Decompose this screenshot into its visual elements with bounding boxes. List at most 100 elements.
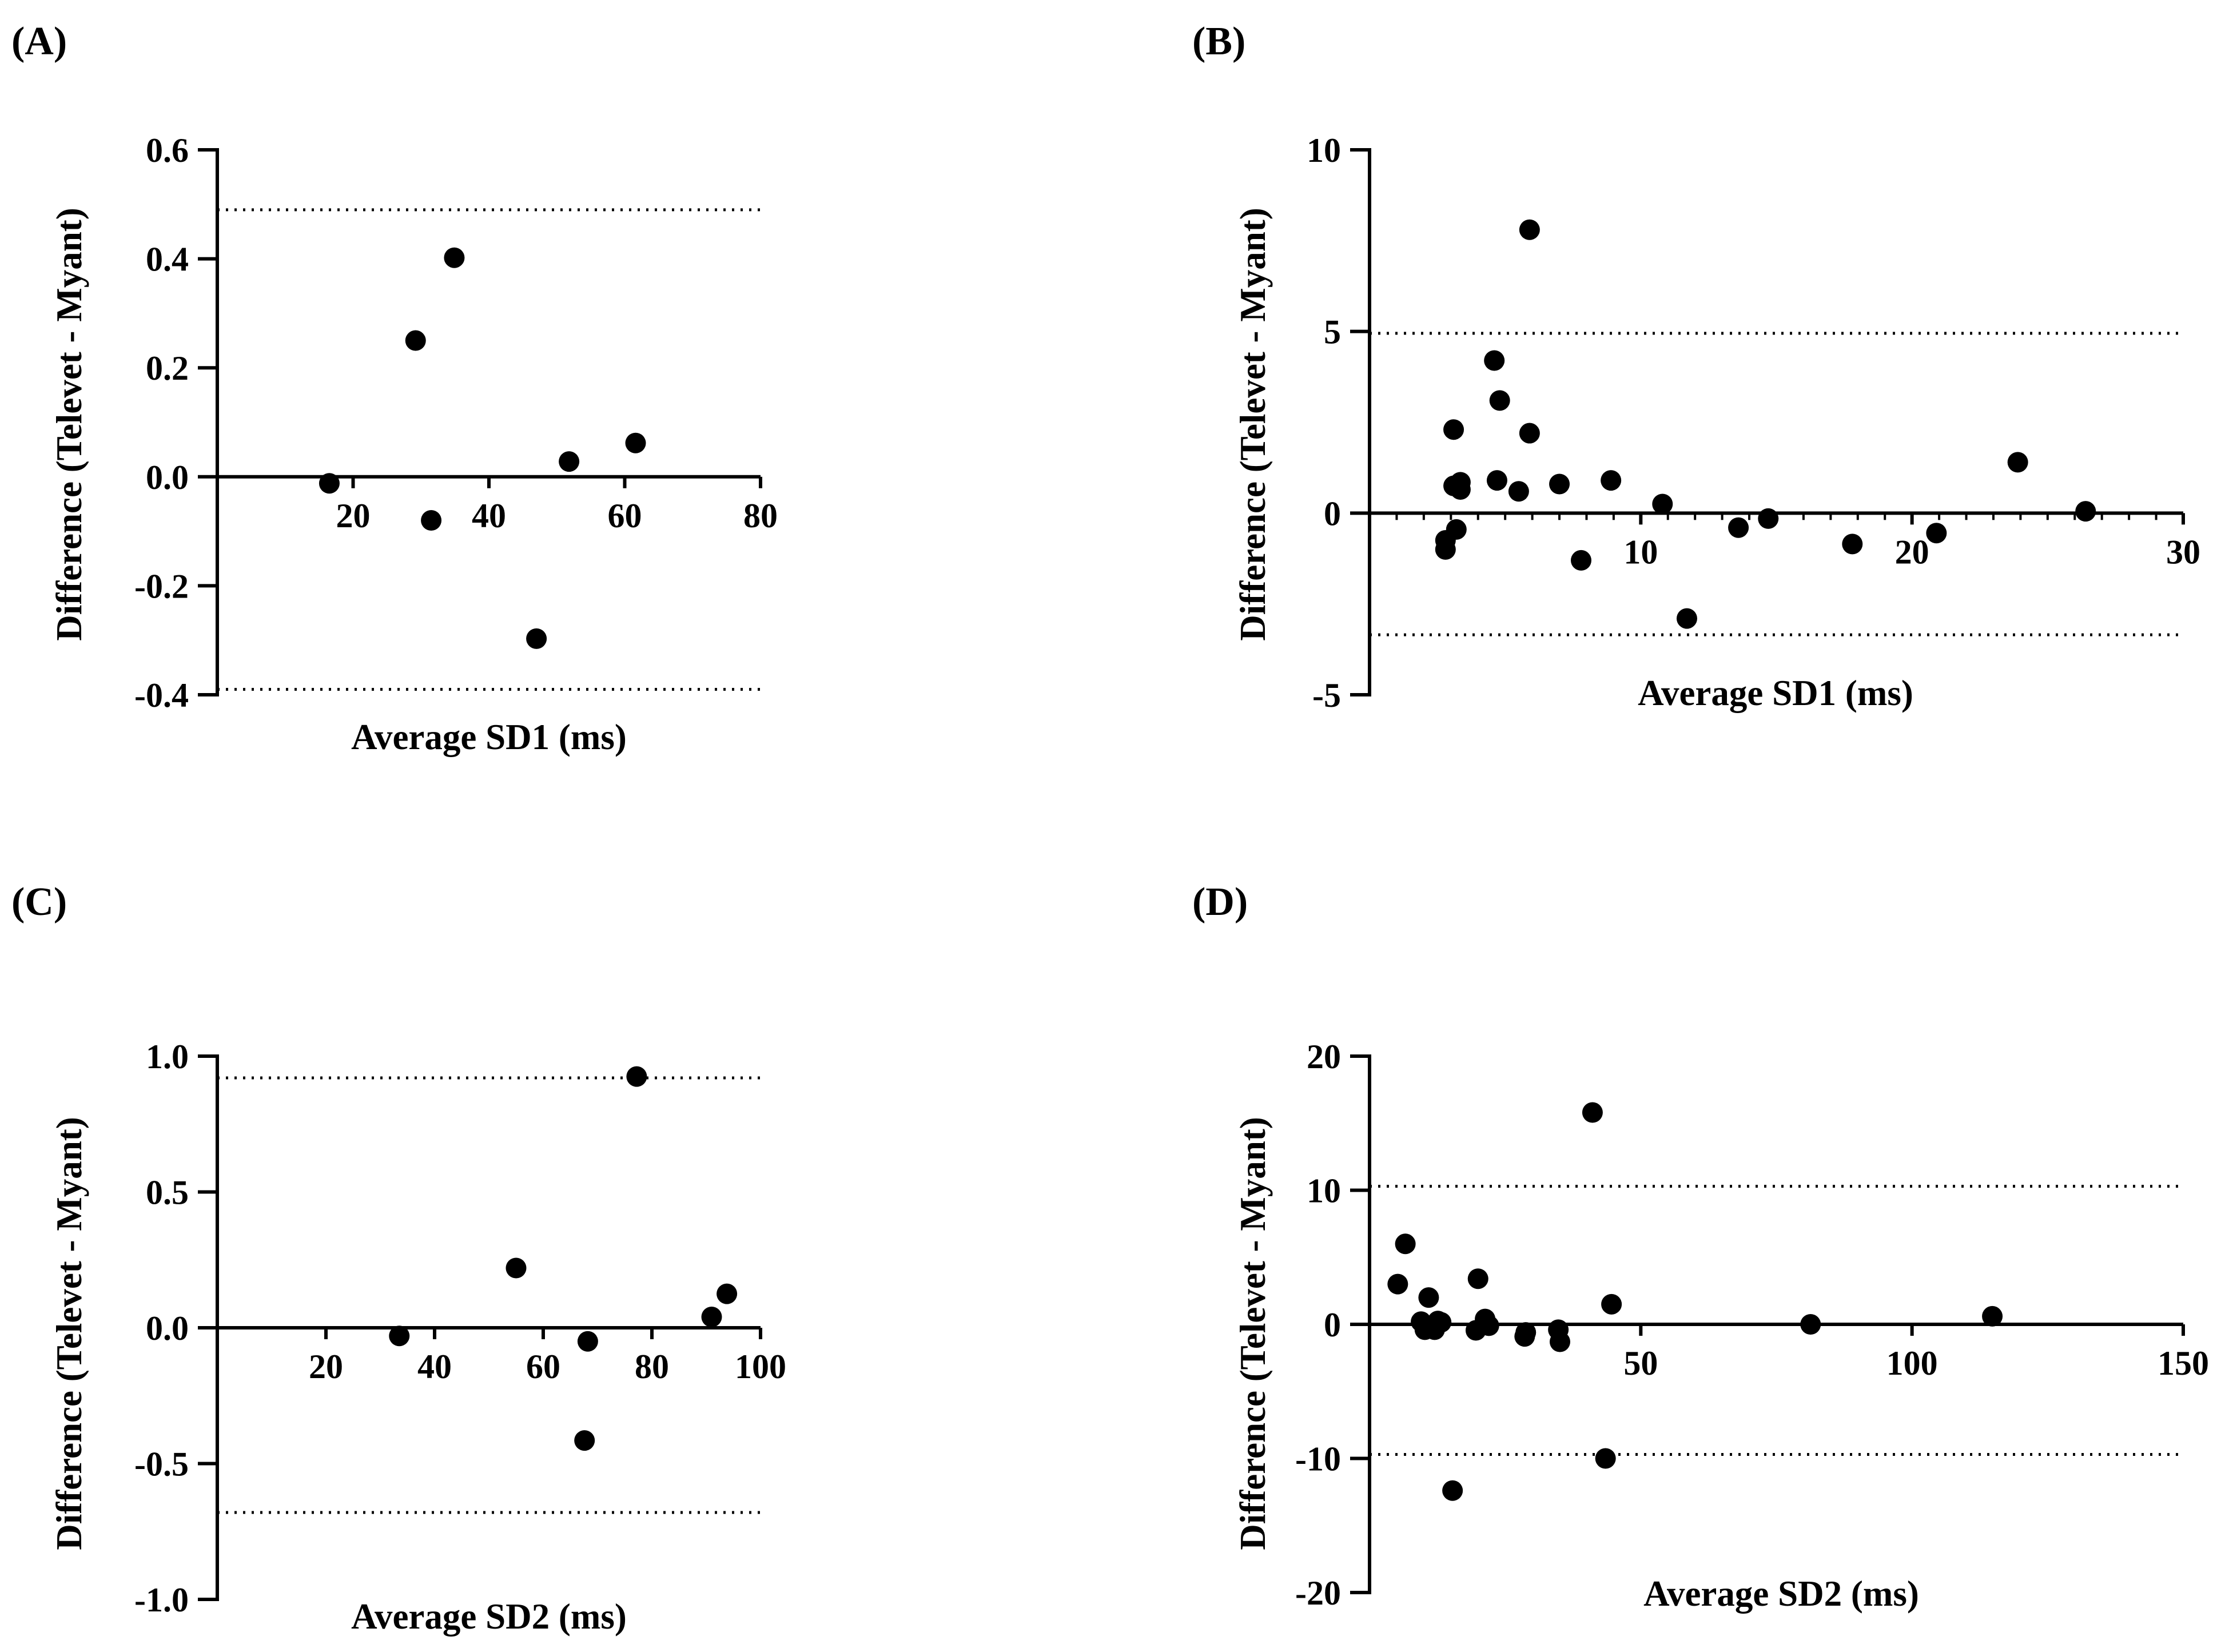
- y-tick-label: 0.6: [146, 132, 189, 169]
- plot-area-b: -5 0 5 10 10 20 30: [1307, 132, 2200, 714]
- panel-label-b: (B): [1192, 19, 1245, 63]
- x-tick-label: 20: [1895, 533, 1929, 571]
- x-tick-label: 50: [1623, 1344, 1658, 1382]
- y-tick-label: 0: [1324, 495, 1341, 532]
- x-tick-label: 60: [608, 497, 642, 535]
- data-point: [1387, 1273, 1408, 1295]
- data-point: [1676, 608, 1697, 629]
- y-tick-label: 20: [1307, 1038, 1341, 1076]
- panel-c: (C) Average SD2 (ms) Difference (Televet…: [11, 880, 786, 1637]
- data-point: [626, 1066, 647, 1087]
- data-point: [444, 247, 465, 268]
- data-point: [2075, 501, 2096, 522]
- data-point: [421, 510, 442, 531]
- y-tick-label: 10: [1307, 132, 1341, 169]
- panel-label-d: (D): [1192, 880, 1248, 924]
- x-tick-label: 40: [472, 497, 506, 535]
- panel-label-a: (A): [11, 19, 67, 63]
- data-point: [577, 1331, 598, 1352]
- x-tick-label: 100: [735, 1348, 786, 1386]
- data-point: [1570, 550, 1591, 571]
- data-point: [1926, 523, 1947, 544]
- y-tick-label: 0.5: [146, 1174, 189, 1212]
- x-axis-title-c: Average SD2 (ms): [351, 1597, 627, 1637]
- data-point: [1519, 423, 1540, 444]
- data-point: [574, 1430, 595, 1451]
- data-point: [1489, 390, 1510, 411]
- data-point: [1800, 1314, 1821, 1335]
- panel-label-c: (C): [11, 880, 67, 924]
- y-tick-label: 0.4: [146, 241, 189, 278]
- data-point: [506, 1257, 527, 1279]
- data-point: [2007, 452, 2028, 473]
- data-point: [1514, 1326, 1535, 1347]
- data-point: [1443, 419, 1464, 440]
- y-tick-label: -0.4: [134, 676, 189, 714]
- data-point: [1508, 481, 1529, 502]
- x-axis-title-d: Average SD2 (ms): [1643, 1574, 1919, 1614]
- data-point: [559, 451, 580, 472]
- x-tick-label: 80: [635, 1348, 669, 1386]
- y-tick-label: 10: [1307, 1172, 1341, 1210]
- data-point: [701, 1307, 722, 1327]
- data-point: [1758, 508, 1779, 529]
- y-tick-label: 0.0: [146, 1309, 189, 1347]
- data-point: [1728, 517, 1749, 538]
- data-point: [625, 432, 646, 453]
- y-tick-label: 0.0: [146, 459, 189, 496]
- data-point: [1484, 350, 1505, 371]
- data-point: [1595, 1448, 1616, 1469]
- y-tick-label: -0.5: [134, 1446, 189, 1483]
- y-tick-label: -1.0: [134, 1581, 189, 1619]
- data-point: [1652, 493, 1673, 515]
- y-tick-label: 0: [1324, 1306, 1341, 1344]
- x-tick-label: 100: [1886, 1344, 1938, 1382]
- data-point: [1582, 1102, 1603, 1123]
- y-tick-label: -20: [1295, 1574, 1341, 1612]
- data-point: [1395, 1233, 1416, 1255]
- plot-area-c: -1.0 -0.5 0.0 0.5 1.0 20 40 60 80 100: [134, 1038, 786, 1619]
- y-tick-label: 0.2: [146, 349, 189, 387]
- data-point: [1842, 534, 1863, 555]
- x-axis-title-a: Average SD1 (ms): [351, 717, 627, 757]
- data-point: [1486, 470, 1507, 491]
- data-point: [1601, 470, 1622, 491]
- y-tick-label: -5: [1312, 676, 1341, 714]
- data-point: [1450, 479, 1471, 500]
- x-tick-label: 80: [743, 497, 778, 535]
- data-point: [526, 628, 547, 649]
- data-point: [1478, 1315, 1499, 1336]
- plot-area-d: -20 -10 0 10 20 50 100 150: [1295, 1038, 2209, 1612]
- x-tick-label: 150: [2158, 1344, 2209, 1382]
- data-point: [1467, 1268, 1488, 1289]
- data-point: [1519, 219, 1540, 240]
- x-tick-label: 40: [417, 1348, 452, 1386]
- data-point: [1435, 539, 1456, 560]
- y-tick-label: 5: [1324, 313, 1341, 351]
- panel-b: (B) Average SD1 (ms) Difference (Televet…: [1192, 19, 2200, 714]
- x-tick-label: 10: [1623, 533, 1658, 571]
- y-tick-label: 1.0: [146, 1038, 189, 1076]
- data-point: [1549, 1331, 1570, 1352]
- y-axis-title-b: Difference (Televet - Myant): [1233, 208, 1273, 640]
- data-point: [1982, 1305, 2003, 1327]
- data-point: [1418, 1287, 1439, 1308]
- data-point: [389, 1325, 410, 1347]
- data-point: [1446, 519, 1467, 540]
- y-axis-title-a: Difference (Televet - Myant): [49, 208, 89, 640]
- y-tick-label: -0.2: [134, 567, 189, 605]
- x-tick-label: 60: [526, 1348, 560, 1386]
- panel-a: (A) Average SD1 (ms) Difference (Televet…: [11, 19, 778, 757]
- data-point: [405, 330, 426, 351]
- data-point: [1442, 1480, 1463, 1501]
- y-axis-title-c: Difference (Televet - Myant): [49, 1117, 89, 1550]
- data-point: [1601, 1293, 1622, 1315]
- data-point: [319, 473, 340, 494]
- y-tick-label: -10: [1295, 1440, 1341, 1478]
- x-axis-title-b: Average SD1 (ms): [1638, 673, 1913, 713]
- plot-area-a: -0.4 -0.2 0.0 0.2 0.4 0.6 20 40 60 80: [134, 132, 778, 714]
- x-tick-label: 20: [309, 1348, 343, 1386]
- data-point: [1431, 1312, 1452, 1333]
